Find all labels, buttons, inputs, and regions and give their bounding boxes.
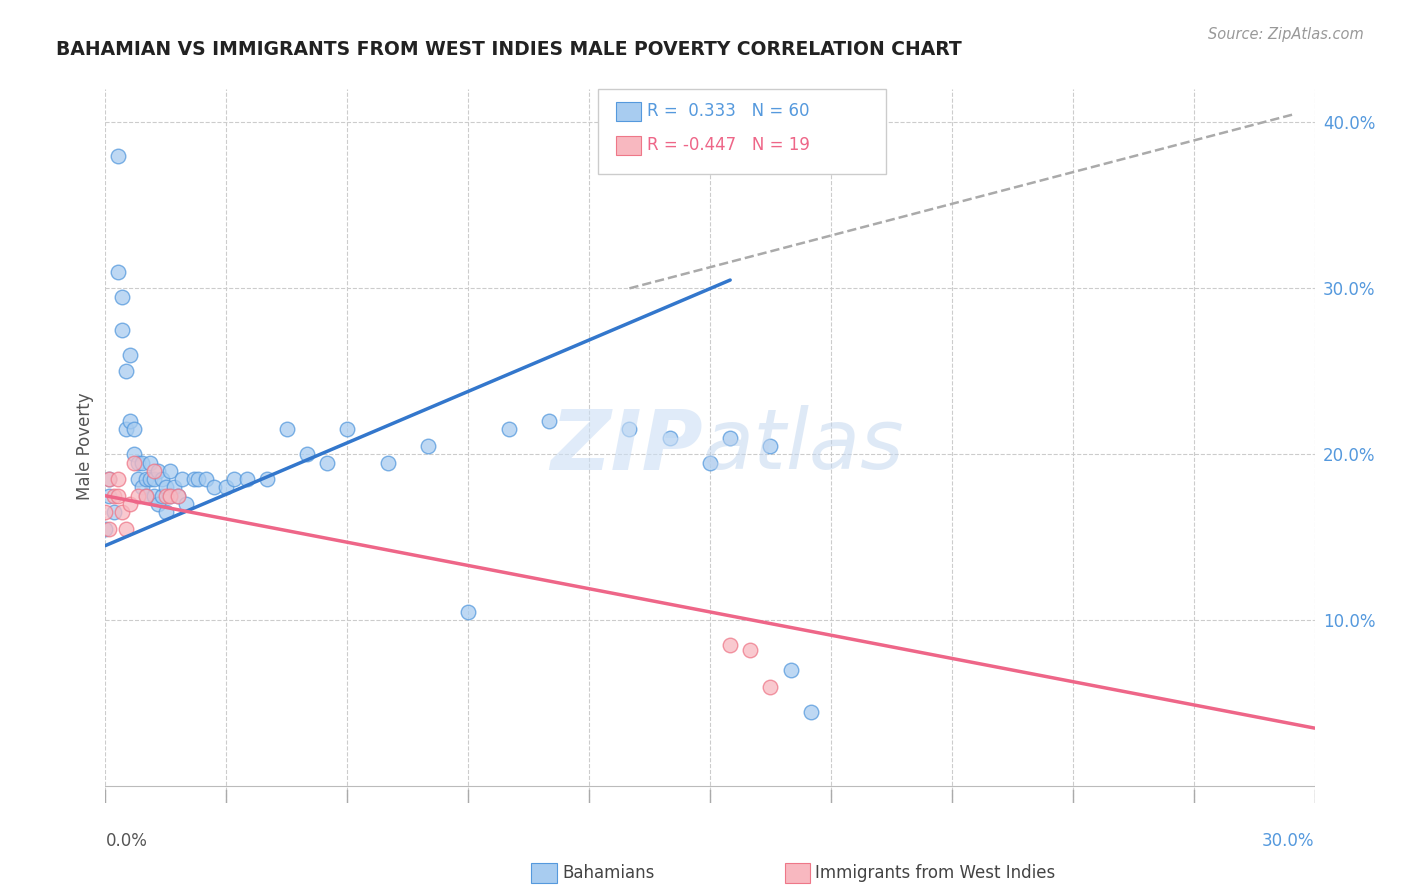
Point bbox=[163, 481, 186, 495]
Point bbox=[377, 456, 399, 470]
Point bbox=[256, 472, 278, 486]
Point bbox=[127, 456, 149, 470]
Point bbox=[159, 489, 181, 503]
Point bbox=[235, 472, 257, 486]
Point bbox=[150, 489, 173, 503]
Point bbox=[146, 464, 169, 478]
Text: 0.0%: 0.0% bbox=[105, 832, 148, 850]
Point bbox=[187, 472, 209, 486]
Point bbox=[110, 505, 132, 519]
Point bbox=[150, 472, 173, 486]
Point bbox=[276, 422, 298, 436]
Point bbox=[131, 481, 153, 495]
Text: 30.0%: 30.0% bbox=[1263, 832, 1315, 850]
Point bbox=[131, 456, 153, 470]
Point bbox=[114, 364, 136, 378]
Point bbox=[107, 265, 129, 279]
Point bbox=[167, 489, 190, 503]
Point bbox=[135, 489, 157, 503]
Point bbox=[135, 472, 157, 486]
Point bbox=[336, 422, 359, 436]
Point bbox=[167, 489, 190, 503]
Text: Bahamians: Bahamians bbox=[562, 864, 655, 882]
Point bbox=[118, 348, 141, 362]
Point bbox=[94, 522, 117, 536]
Point bbox=[98, 522, 121, 536]
Point bbox=[759, 680, 782, 694]
Point bbox=[122, 422, 145, 436]
Text: Immigrants from West Indies: Immigrants from West Indies bbox=[815, 864, 1056, 882]
Point bbox=[759, 439, 782, 453]
Point bbox=[98, 472, 121, 486]
Point bbox=[159, 489, 181, 503]
Point bbox=[718, 638, 741, 652]
Y-axis label: Male Poverty: Male Poverty bbox=[76, 392, 94, 500]
Point bbox=[139, 456, 162, 470]
Point bbox=[107, 489, 129, 503]
Point bbox=[118, 497, 141, 511]
Point bbox=[127, 472, 149, 486]
Point bbox=[122, 447, 145, 461]
Point bbox=[110, 323, 132, 337]
Point bbox=[718, 431, 741, 445]
Point bbox=[114, 522, 136, 536]
Point bbox=[122, 456, 145, 470]
Point bbox=[118, 414, 141, 428]
Point bbox=[159, 464, 181, 478]
Point bbox=[155, 481, 177, 495]
Text: atlas: atlas bbox=[703, 406, 904, 486]
Text: Source: ZipAtlas.com: Source: ZipAtlas.com bbox=[1208, 27, 1364, 42]
Text: R = -0.447   N = 19: R = -0.447 N = 19 bbox=[647, 136, 810, 154]
Point bbox=[127, 489, 149, 503]
Text: ZIP: ZIP bbox=[550, 406, 703, 486]
Point bbox=[740, 643, 762, 657]
Point bbox=[98, 472, 121, 486]
Point bbox=[139, 472, 162, 486]
Point bbox=[619, 422, 641, 436]
Point bbox=[142, 472, 165, 486]
Point bbox=[107, 472, 129, 486]
Point bbox=[155, 505, 177, 519]
Point bbox=[800, 705, 823, 719]
Text: R =  0.333   N = 60: R = 0.333 N = 60 bbox=[647, 103, 810, 120]
Text: BAHAMIAN VS IMMIGRANTS FROM WEST INDIES MALE POVERTY CORRELATION CHART: BAHAMIAN VS IMMIGRANTS FROM WEST INDIES … bbox=[56, 40, 962, 59]
Point bbox=[94, 505, 117, 519]
Point bbox=[114, 422, 136, 436]
Point bbox=[103, 505, 125, 519]
Point bbox=[155, 489, 177, 503]
Point bbox=[107, 148, 129, 162]
Point bbox=[224, 472, 246, 486]
Point bbox=[416, 439, 439, 453]
Point bbox=[142, 489, 165, 503]
Point bbox=[146, 497, 169, 511]
Point bbox=[135, 489, 157, 503]
Point bbox=[103, 489, 125, 503]
Point bbox=[195, 472, 218, 486]
Point bbox=[183, 472, 205, 486]
Point bbox=[142, 464, 165, 478]
Point bbox=[215, 481, 238, 495]
Point bbox=[537, 414, 560, 428]
Point bbox=[98, 489, 121, 503]
Point bbox=[658, 431, 681, 445]
Point bbox=[699, 456, 721, 470]
Point bbox=[170, 472, 193, 486]
Point bbox=[295, 447, 318, 461]
Point bbox=[779, 663, 801, 677]
Point bbox=[202, 481, 225, 495]
Point bbox=[316, 456, 339, 470]
Point bbox=[457, 605, 479, 619]
Point bbox=[110, 290, 132, 304]
Point bbox=[174, 497, 197, 511]
Point bbox=[498, 422, 520, 436]
